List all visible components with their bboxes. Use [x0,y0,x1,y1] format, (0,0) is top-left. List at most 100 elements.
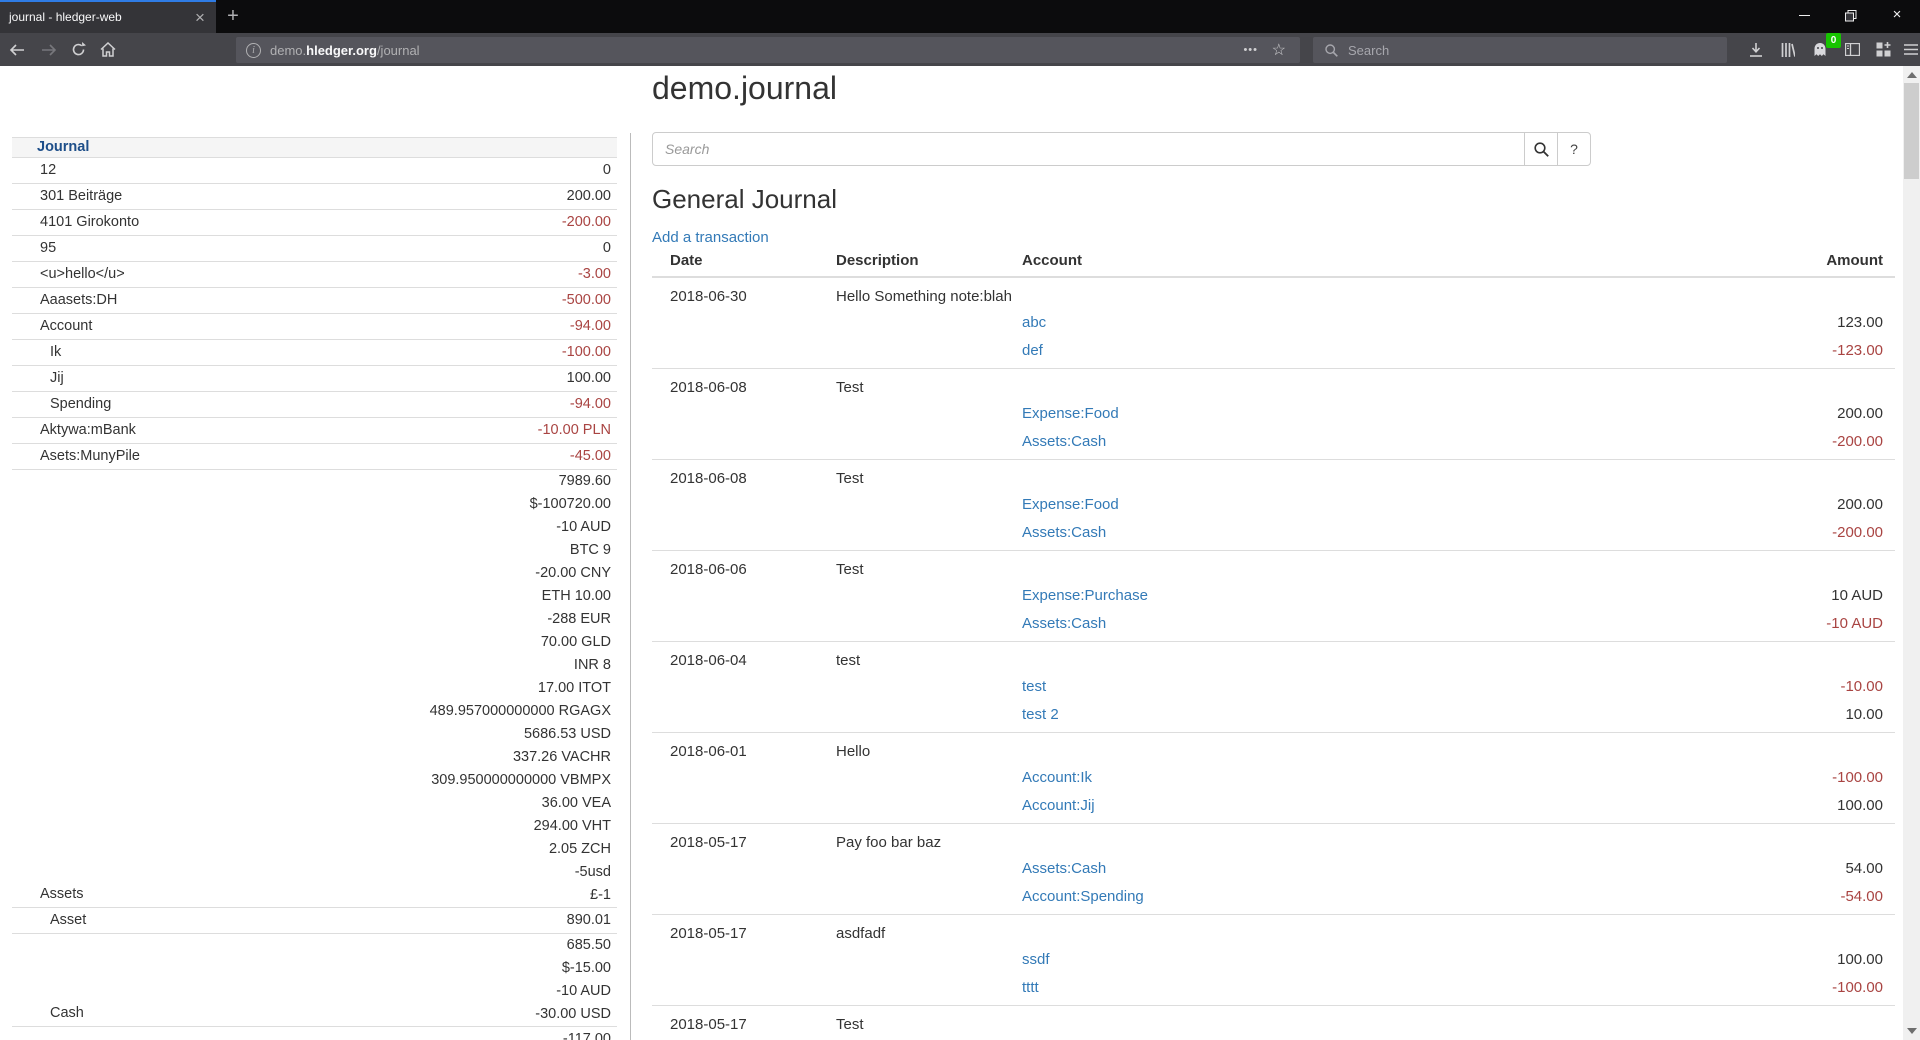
download-button[interactable] [1740,33,1772,66]
transaction-row[interactable]: 2018-06-30 Hello Something note:blah abc 12… [652,278,1895,369]
sidebar-toggle-button[interactable] [1836,33,1868,66]
sidebar-account-link[interactable]: 301 Beiträge [40,188,123,204]
sidebar-account-link[interactable]: 95 [40,240,57,256]
sidebar-account-balance: 7989.60 $-100720.00 -10 AUD BTC 9 -20.00 CNY… [430,470,617,907]
back-button[interactable] [2,33,32,66]
posting-account-link[interactable]: tttt [1022,978,1039,996]
journal-search-group: ? [652,132,1591,166]
sidebar-accounts: 12 0 301 Beiträge 200.00 4101 Girokonto -200.… [12,158,617,1040]
transaction-row[interactable]: 2018-06-08 Test Expense:Food 200.00 Assets:C… [652,369,1895,460]
home-button[interactable] [93,33,123,66]
scrollbar-thumb[interactable] [1904,83,1919,179]
posting-account-link[interactable]: test [1022,677,1047,695]
transaction-row[interactable]: 2018-06-01 Hello Account:Ik -100.00 Account:… [652,733,1895,824]
posting-row: Assets:Cash 54.00 [652,854,1895,882]
sidebar-account-link[interactable]: Assets [40,886,84,902]
extension-grid-button[interactable] [1867,33,1899,66]
sidebar-account-link[interactable]: Jij [50,370,64,386]
window-restore-button[interactable] [1828,0,1874,31]
posting-account-link[interactable]: Expense:Purchase [1022,586,1148,604]
posting-amount: -10.00 [1840,677,1883,695]
tab-close-icon[interactable]: × [195,8,205,27]
posting-account-link[interactable]: Account:Jij [1022,796,1095,814]
sidebar-account-amount: 5686.53 USD [523,726,611,742]
sidebar-account-link[interactable]: Spending [50,396,112,412]
posting-account: ssdf [1022,951,1837,968]
browser-tab[interactable]: journal - hledger-web × [0,0,216,33]
sidebar-account-link[interactable]: Asset [50,912,87,928]
sidebar-account-balance: 685.50 $-15.00 -10 AUD -30.00 USD [535,934,617,1026]
sidebar-account-link[interactable]: Account [40,318,93,334]
extension-ghostery-button[interactable]: 0 [1804,33,1841,66]
posting-row: Expense:Food 200.00 [652,490,1895,518]
sidebar-account-amount: INR 8 [573,657,611,673]
sidebar-account-link[interactable]: Ik [50,344,62,360]
posting-amount: -123.00 [1832,341,1883,359]
sidebar-account-link[interactable]: <u>hello</u> [40,266,125,282]
menu-hamburger-button[interactable] [1895,33,1920,66]
sidebar-account-row: -117.00 [12,1027,617,1040]
transaction-description: Test [836,378,864,396]
posting-account-link[interactable]: Expense:Food [1022,495,1119,513]
sidebar-account-link[interactable]: Cash [50,1005,84,1021]
transaction-row[interactable]: 2018-05-17 Test [652,1006,1895,1040]
column-header-account: Account [1022,252,1082,269]
transaction-row[interactable]: 2018-06-08 Test Expense:Food 200.00 Assets:C… [652,460,1895,551]
forward-button[interactable] [34,33,64,66]
posting-account-link[interactable]: abc [1022,313,1047,331]
site-info-icon[interactable]: i [246,42,261,58]
add-transaction-link[interactable]: Add a transaction [652,229,769,246]
scroll-down-icon[interactable] [1907,1028,1917,1034]
journal-search-input[interactable] [652,132,1525,166]
sidebar-account-row: Cash 685.50 $-15.00 -10 AUD -30.00 USD [12,934,617,1027]
transaction-row[interactable]: 2018-06-04 test test -10.00 test 2 10.00 [652,642,1895,733]
transaction-row[interactable]: 2018-06-06 Test Expense:Purchase 10 AUD Asse… [652,551,1895,642]
posting-account: test 2 [1022,706,1845,723]
posting-row: Assets:Cash -200.00 [652,518,1895,546]
page-scrollbar[interactable] [1903,66,1920,1040]
sidebar-account-link[interactable]: Asets:MunyPile [40,448,140,464]
sidebar-account-amount: -10 AUD [556,519,611,535]
reload-button[interactable] [63,33,93,66]
posting-account-link[interactable]: Assets:Cash [1022,614,1107,632]
sidebar-account-amount: -288 EUR [547,611,611,627]
new-tab-button[interactable]: + [227,5,239,27]
window-close-button[interactable]: × [1892,6,1902,23]
posting-account: Expense:Food [1022,496,1837,513]
search-submit-button[interactable] [1524,132,1558,166]
browser-search-field[interactable]: Search [1313,37,1727,63]
posting-account-link[interactable]: Account:Ik [1022,768,1093,786]
sidebar-account-link[interactable]: Aaasets:DH [40,292,118,308]
posting-account-link[interactable]: ssdf [1022,950,1050,968]
library-button[interactable] [1772,33,1804,66]
sidebar-account-amount: -10 AUD [556,983,611,999]
posting-amount: 54.00 [1845,859,1883,877]
posting-account-link[interactable]: Account:Spending [1022,887,1144,905]
sidebar-account-link[interactable]: 12 [40,162,57,178]
transaction-row[interactable]: 2018-05-17 Pay foo bar baz Assets:Cash 54.0… [652,824,1895,915]
sidebar-account-row: Asets:MunyPile -45.00 [12,444,617,470]
posting-account-link[interactable]: def [1022,341,1043,359]
posting-amount: -54.00 [1840,887,1883,905]
posting-account-link[interactable]: Expense:Food [1022,404,1119,422]
bookmark-star-icon[interactable]: ☆ [1271,42,1286,59]
url-bar[interactable]: i demo.hledger.org/journal ••• ☆ [236,37,1300,63]
window-minimize-button[interactable] [1781,0,1827,31]
transaction-row[interactable]: 2018-05-17 asdfadf ssdf 100.00 tttt -100.00 [652,915,1895,1006]
scroll-up-icon[interactable] [1907,72,1917,78]
sidebar-account-amount: -20.00 CNY [535,565,611,581]
sidebar-account-amount: -5usd [574,864,611,880]
sidebar-account-link[interactable]: 4101 Girokonto [40,214,140,230]
transaction-head: 2018-05-17 asdfadf [652,921,1895,945]
posting-account-link[interactable]: test 2 [1022,705,1059,723]
journal-link[interactable]: Journal [37,139,90,155]
search-help-button[interactable]: ? [1557,132,1591,166]
search-icon [1325,43,1338,57]
posting-account-link[interactable]: Assets:Cash [1022,432,1107,450]
restore-icon [1845,10,1857,22]
posting-account-link[interactable]: Assets:Cash [1022,523,1107,541]
page-actions-icon[interactable]: ••• [1243,44,1258,56]
posting-account-link[interactable]: Assets:Cash [1022,859,1107,877]
sidebar-account-link[interactable]: Aktywa:mBank [40,422,136,438]
posting-row: Assets:Cash -200.00 [652,427,1895,455]
